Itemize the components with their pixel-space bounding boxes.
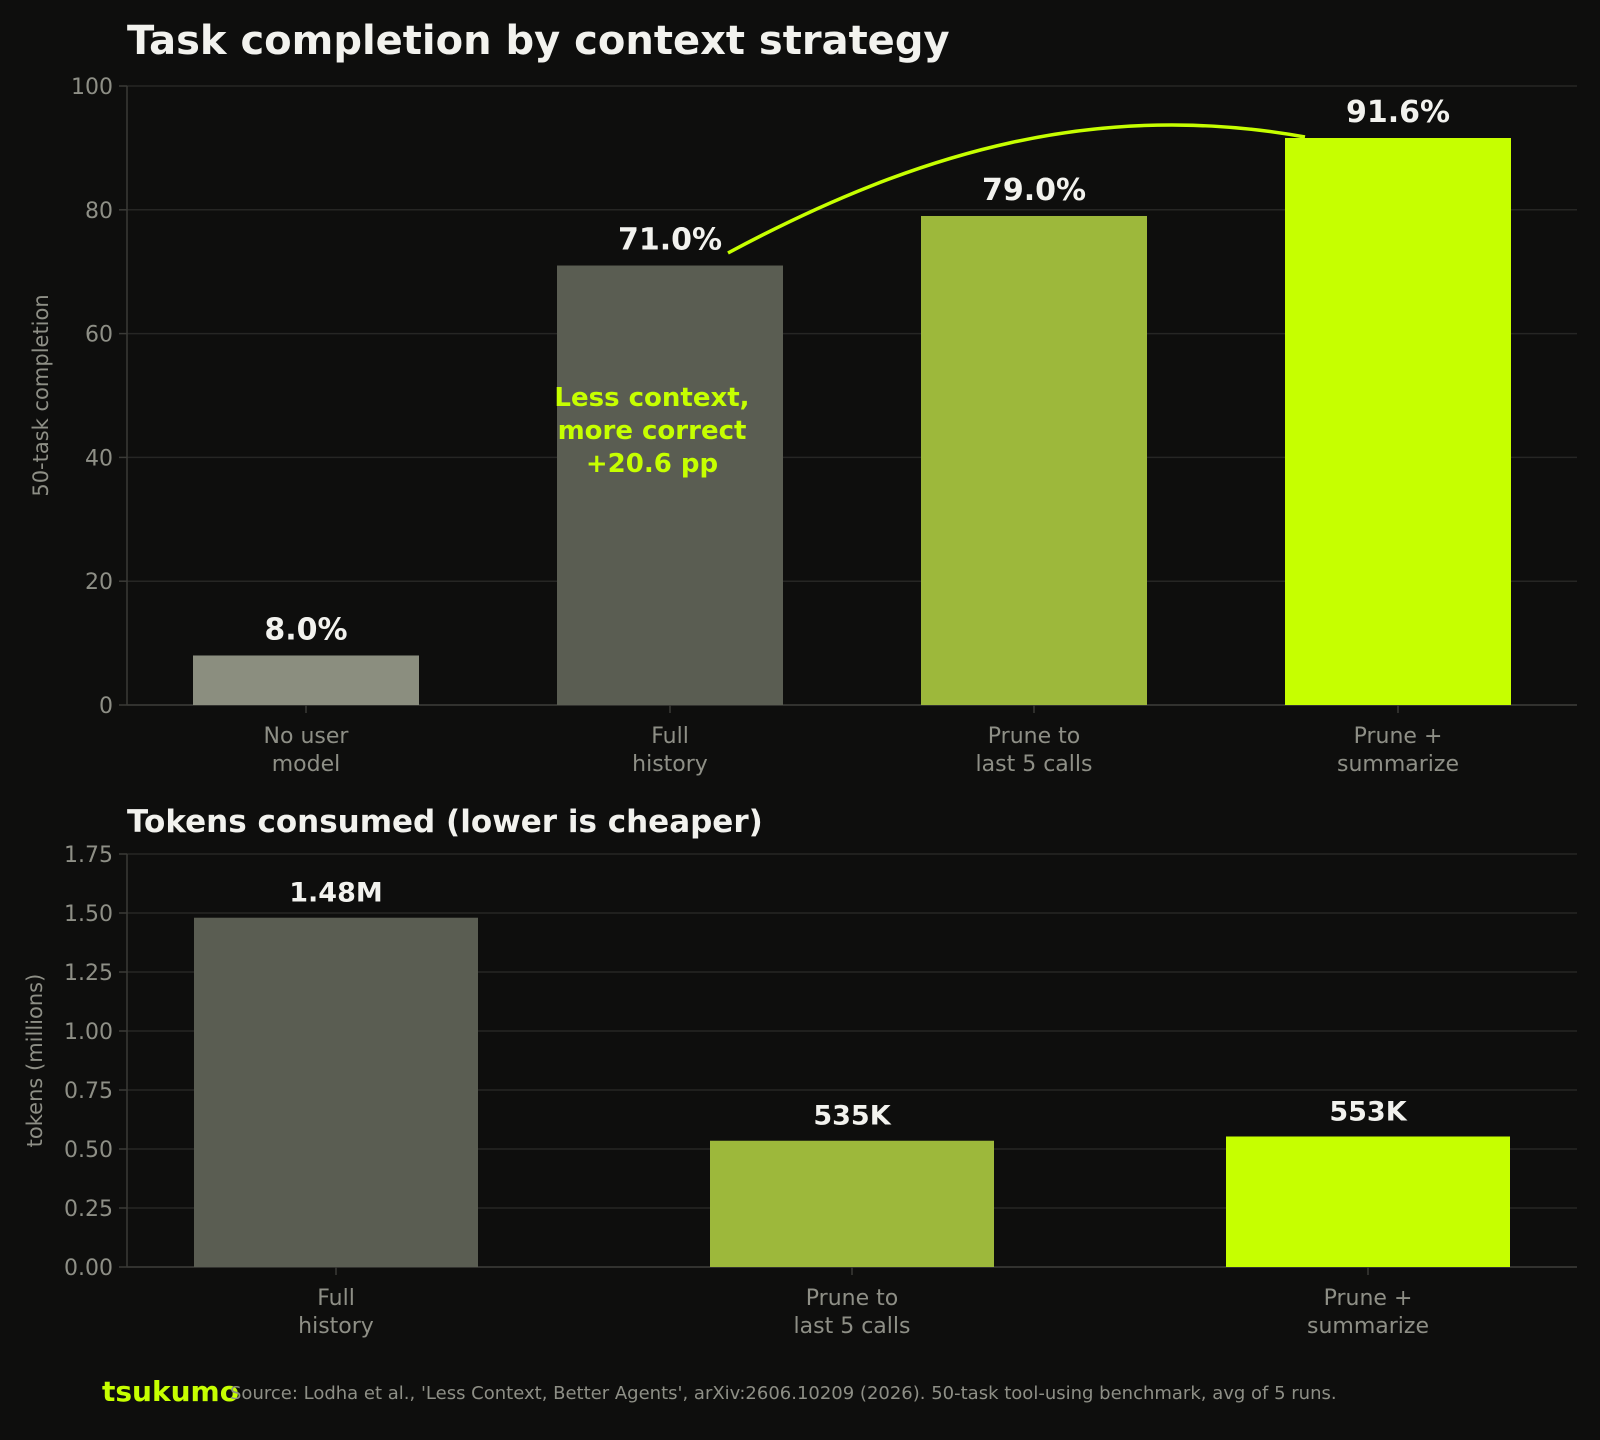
chart1-value-label: 8.0% <box>264 612 347 647</box>
chart1-y-axis-label: 50-task completion <box>29 294 53 496</box>
chart2-value-label: 1.48M <box>289 878 383 909</box>
footer-brand: tsukumo <box>102 1375 239 1408</box>
footer-source: Source: Lodha et al., 'Less Context, Bet… <box>230 1383 1337 1404</box>
chart1-bar <box>1285 137 1511 706</box>
chart1-ytick-label: 20 <box>85 570 113 595</box>
chart2-bar <box>710 1140 994 1267</box>
chart2-ytick-label: 1.00 <box>64 1020 113 1045</box>
chart1-annotation-arrow <box>727 123 1306 255</box>
chart2-xtick-label: Prune + summarize <box>1307 1286 1429 1339</box>
chart1-ytick-label: 0 <box>99 694 113 719</box>
chart2-ytick-label: 0.75 <box>64 1079 113 1104</box>
chart1-xtick-label: No user model <box>264 724 350 777</box>
chart1-xtick-label: Prune + summarize <box>1337 724 1459 777</box>
chart2-y-axis-label: tokens (millions) <box>23 974 47 1148</box>
chart1-ytick-label: 40 <box>85 446 113 471</box>
chart1-annotation-text: Less context, more correct +20.6 pp <box>554 383 749 479</box>
chart2-ytick-label: 1.75 <box>64 843 113 868</box>
chart1-xtick-label: Prune to last 5 calls <box>976 724 1093 777</box>
chart1-bar <box>557 265 783 705</box>
chart2-value-label: 553K <box>1329 1096 1407 1127</box>
chart1-value-label: 71.0% <box>618 223 722 258</box>
chart2-plot: 0.00 0.25 0.50 0.75 1.00 1.25 1.50 1.75 tokens (… <box>23 843 1577 1339</box>
chart1-bar <box>193 655 419 705</box>
chart2-ytick-label: 1.50 <box>64 902 113 927</box>
chart1-title: Task completion by context strategy <box>127 18 950 64</box>
chart2-ytick-label: 0.00 <box>64 1256 113 1281</box>
chart2-ytick-label: 1.25 <box>64 961 113 986</box>
chart1-ytick-label: 100 <box>71 75 113 100</box>
chart1-ytick-label: 60 <box>85 323 113 348</box>
chart1-bar <box>921 215 1147 706</box>
chart2-ytick-label: 0.25 <box>64 1197 113 1222</box>
chart2-value-label: 535K <box>813 1101 891 1132</box>
chart2-title: Tokens consumed (lower is cheaper) <box>127 804 763 840</box>
chart2-xtick-label: Prune to last 5 calls <box>794 1286 911 1339</box>
chart1-value-label: 91.6% <box>1346 95 1450 130</box>
chart1-ytick-label: 80 <box>85 199 113 224</box>
chart1-xtick-label: Full history <box>632 724 708 777</box>
chart1-value-label: 79.0% <box>982 173 1086 208</box>
chart2-xtick-label: Full history <box>298 1286 374 1339</box>
chart2-bar <box>194 917 478 1267</box>
chart1-plot: 0 20 40 60 80 100 50-task completion 8.0% No use… <box>29 75 1577 777</box>
chart2-ytick-label: 0.50 <box>64 1138 113 1163</box>
chart2-bar <box>1226 1136 1510 1267</box>
